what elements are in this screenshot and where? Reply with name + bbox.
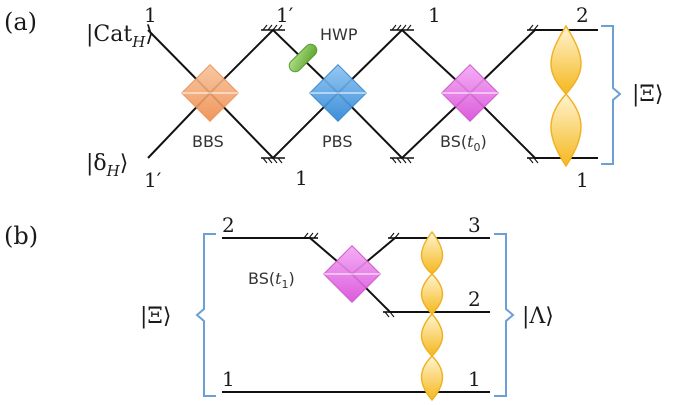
panel-a-tag: (a) (4, 8, 37, 36)
mirror-hatched-icon (527, 157, 541, 164)
output-state-a: |Ξ⟩ (632, 82, 663, 107)
hwp-waveplate-icon (288, 43, 318, 73)
mirror-hatched-icon (302, 232, 319, 239)
output-state-b: |Λ⟩ (522, 304, 554, 329)
mode-label: 1 (222, 367, 235, 391)
output-mode-shape-b (420, 230, 444, 402)
mirror-hatched-icon (260, 157, 286, 164)
mode-label: 1 (468, 367, 481, 391)
mode-label: 1 (144, 3, 157, 27)
bbs-beam-splitter-icon (181, 64, 239, 122)
mirror-hatched-icon (389, 24, 415, 31)
bs-t0-label: BS(t0) (440, 132, 487, 154)
input-delta-state: |δH⟩ (86, 151, 128, 180)
output-mode-shape-a (550, 24, 582, 168)
pbs-beam-splitter-icon (309, 64, 367, 122)
bs-t1-label: BS(t1) (248, 269, 295, 291)
mode-label: 1 (295, 166, 308, 190)
pbs-label: PBS (322, 132, 353, 151)
mode-label: 2 (576, 3, 589, 27)
mode-label: 2 (468, 287, 481, 311)
mirror-hatched-icon (383, 311, 397, 318)
mode-label: 1 (428, 3, 441, 27)
input-state-b: |Ξ⟩ (140, 304, 171, 329)
mode-label: 2 (222, 213, 235, 237)
mode-label: 1′ (276, 3, 294, 27)
bs-t1-beam-splitter-icon (323, 245, 381, 303)
panel-b: (b) (4, 213, 554, 402)
hwp-label: HWP (320, 25, 358, 44)
mirror-hatched-icon (388, 232, 402, 239)
mirror-hatched-icon (527, 24, 541, 31)
input-cat-state: |CatH⟩ (86, 22, 154, 51)
output-bracket-b (494, 233, 515, 397)
bbs-label: BBS (192, 132, 224, 151)
mode-label: 1 (576, 168, 589, 192)
panel-a: (a) (4, 3, 663, 192)
panel-b-tag: (b) (4, 222, 38, 250)
input-bracket-b (195, 233, 216, 397)
mode-label: 1′ (144, 168, 162, 192)
mirror-hatched-icon (389, 157, 415, 164)
output-bracket-a (601, 25, 622, 165)
bs-t0-beam-splitter-icon (441, 64, 499, 122)
mode-label: 3 (468, 213, 481, 237)
